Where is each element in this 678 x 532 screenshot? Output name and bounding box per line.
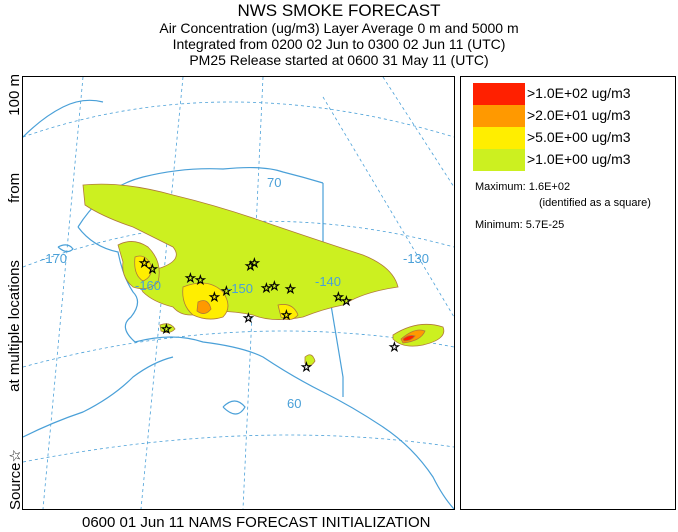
source-star: ☆ bbox=[249, 256, 260, 270]
latitude-line-60 bbox=[23, 330, 454, 368]
forecast-initialization: 0600 01 Jun 11 NAMS FORECAST INITIALIZAT… bbox=[82, 514, 431, 531]
alaska-west-coast bbox=[77, 226, 139, 343]
source-star: ☆ bbox=[301, 360, 312, 374]
source-star: ☆ bbox=[245, 259, 256, 273]
legend-swatch-1 bbox=[473, 83, 525, 105]
longitude-line-120 bbox=[382, 77, 454, 188]
source-star: ☆ bbox=[269, 279, 280, 293]
source-star: ☆ bbox=[285, 282, 296, 296]
source-markers: ☆ ☆ ☆ ☆ ☆ ☆ ☆ ☆ ☆ ☆ ☆ ☆ ☆ ☆ ☆ ☆ ☆ ☆ bbox=[139, 256, 401, 375]
legend-label-4: >1.0E+00 ug/m3 bbox=[527, 151, 631, 167]
source-label: Source☆ at multiple locations from 100 m bbox=[0, 74, 24, 510]
map-panel: ☆ ☆ ☆ ☆ ☆ ☆ ☆ ☆ ☆ ☆ ☆ ☆ ☆ ☆ ☆ ☆ ☆ ☆ -170… bbox=[22, 76, 455, 510]
st-lawrence-island bbox=[57, 244, 74, 253]
legend-maximum: Maximum: 1.6E+02 bbox=[475, 181, 571, 193]
source-star: ☆ bbox=[147, 262, 158, 276]
legend-item-1: >1.0E+02 ug/m3 bbox=[473, 83, 673, 105]
lon-label-170: -170 bbox=[41, 251, 67, 266]
legend-item-3: >5.0E+00 ug/m3 bbox=[473, 127, 673, 149]
legend-item-4: >1.0E+00 ug/m3 bbox=[473, 149, 673, 171]
lat-label-70: 70 bbox=[267, 175, 281, 190]
source-star: ☆ bbox=[195, 273, 206, 287]
lon-label-140: -140 bbox=[315, 274, 341, 289]
legend-label-3: >5.0E+00 ug/m3 bbox=[527, 129, 631, 145]
legend-swatch-2 bbox=[473, 105, 525, 127]
map-title: NWS SMOKE FORECAST bbox=[237, 1, 441, 20]
legend-swatch-3 bbox=[473, 127, 525, 149]
source-star: ☆ bbox=[261, 281, 272, 295]
plume-main-level1 bbox=[82, 183, 399, 320]
aleutian-chain bbox=[23, 356, 174, 438]
plume-west-level2 bbox=[134, 255, 152, 282]
latitude-line-70 bbox=[23, 101, 454, 138]
source-star: ☆ bbox=[281, 308, 292, 322]
lat-label-60: 60 bbox=[287, 396, 301, 411]
plume-southeast-level4 bbox=[402, 335, 416, 342]
graticule-labels: -170 -160 -150 -140 -130 70 60 bbox=[41, 175, 429, 411]
source-star: ☆ bbox=[341, 294, 352, 308]
header-line-release: PM25 Release started at 0600 31 May 11 (… bbox=[189, 52, 489, 68]
source-star: ☆ bbox=[139, 256, 150, 270]
legend-label-2: >2.0E+01 ug/m3 bbox=[527, 107, 631, 123]
chukotka-coast bbox=[23, 99, 104, 138]
legend-swatch-4 bbox=[473, 149, 525, 171]
legend-label-1: >1.0E+02 ug/m3 bbox=[527, 85, 631, 101]
map-header: NWS SMOKE FORECAST Air Concentration (ug… bbox=[0, 0, 678, 69]
source-star: ☆ bbox=[221, 284, 232, 298]
lon-label-130: -130 bbox=[403, 251, 429, 266]
source-star: ☆ bbox=[161, 322, 172, 336]
header-line-concentration: Air Concentration (ug/m3) Layer Average … bbox=[159, 20, 519, 36]
coastlines bbox=[23, 99, 454, 509]
legend-panel: >1.0E+02 ug/m3 >2.0E+01 ug/m3 >5.0E+00 u… bbox=[460, 76, 676, 510]
header-line-integration: Integrated from 0200 02 Jun to 0300 02 J… bbox=[172, 36, 506, 52]
canada-border bbox=[322, 183, 344, 397]
source-star: ☆ bbox=[389, 340, 400, 354]
lon-label-150: -150 bbox=[227, 281, 253, 296]
legend-minimum: Minimum: 5.7E-25 bbox=[475, 219, 565, 231]
plume-central-level3 bbox=[196, 300, 212, 314]
source-star: ☆ bbox=[209, 290, 220, 304]
legend-item-2: >2.0E+01 ug/m3 bbox=[473, 105, 673, 127]
plume-east-level2 bbox=[277, 304, 299, 320]
source-star: ☆ bbox=[243, 311, 254, 325]
longitude-line-170 bbox=[42, 77, 84, 509]
plume-kenai-level1 bbox=[304, 354, 316, 366]
map-canvas: ☆ ☆ ☆ ☆ ☆ ☆ ☆ ☆ ☆ ☆ ☆ ☆ ☆ ☆ ☆ ☆ ☆ ☆ -170… bbox=[23, 77, 454, 509]
source-star: ☆ bbox=[333, 290, 344, 304]
source-star: ☆ bbox=[185, 271, 196, 285]
plume-south-level1 bbox=[159, 323, 176, 333]
latitude-line-55 bbox=[23, 434, 454, 463]
alaska-south-coast bbox=[134, 336, 454, 509]
smoke-plume bbox=[82, 183, 445, 366]
kodiak-island bbox=[222, 400, 246, 415]
legend-maximum-note: (identified as a square) bbox=[539, 197, 651, 209]
lon-label-160: -160 bbox=[135, 278, 161, 293]
longitude-line-130 bbox=[322, 96, 454, 318]
